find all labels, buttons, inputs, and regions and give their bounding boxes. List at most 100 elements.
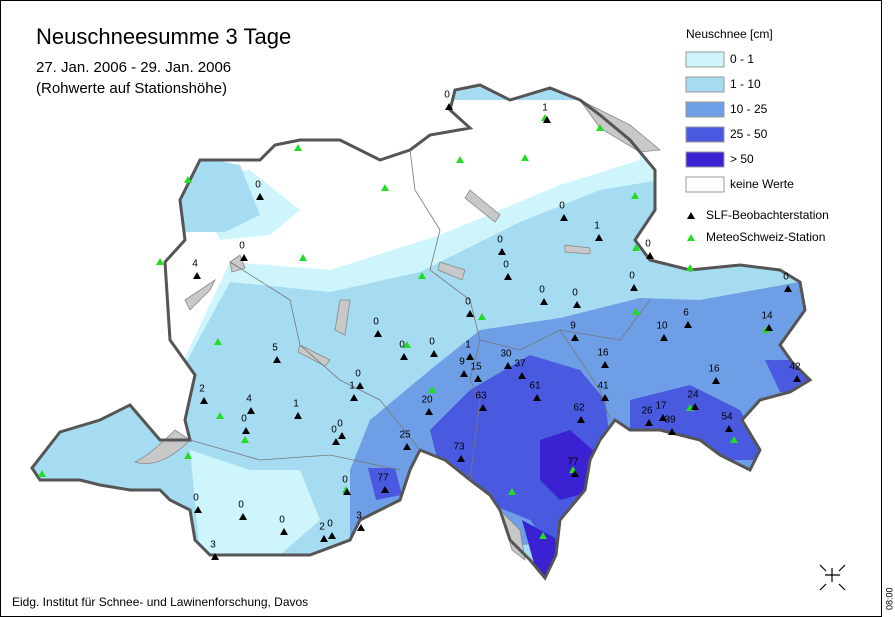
station-marker: [560, 214, 568, 221]
station-marker: [508, 488, 516, 495]
station-value: 0: [572, 288, 578, 299]
station-marker: [184, 452, 192, 459]
station-marker: [631, 192, 639, 199]
station-marker: [338, 432, 346, 439]
station-value: 1: [349, 381, 355, 392]
station-marker: [184, 176, 192, 183]
legend-label: 25 - 50: [730, 127, 768, 141]
station-marker: [573, 301, 581, 308]
station-marker: [784, 285, 792, 292]
station-value: 0: [355, 369, 361, 380]
station-marker: [400, 353, 408, 360]
station-value: 0: [539, 285, 545, 296]
station-value: 61: [529, 381, 541, 392]
station-marker: [712, 377, 720, 384]
station-marker: [571, 334, 579, 341]
station-marker: [645, 419, 653, 426]
station-marker: [533, 394, 541, 401]
station-marker: [595, 234, 603, 241]
station-value: 0: [255, 180, 261, 191]
station-marker: [357, 524, 365, 531]
station-value: 30: [500, 349, 512, 360]
station-marker: [211, 553, 219, 560]
station-value: 39: [664, 415, 676, 426]
country-outline: [30, 83, 813, 581]
station-value: 3: [210, 540, 216, 551]
station-value: 3: [356, 511, 362, 522]
legend-label: 10 - 25: [730, 102, 768, 116]
station-marker: [294, 412, 302, 419]
legend-label: MeteoSchweiz-Station: [706, 230, 825, 244]
station-marker: [425, 408, 433, 415]
station-marker: [247, 407, 255, 414]
station-marker: [659, 414, 667, 421]
legend-swatch: [685, 126, 725, 143]
station-marker: [280, 528, 288, 535]
station-marker: [793, 375, 801, 382]
station-value: 1: [465, 340, 471, 351]
snow-zone: [150, 100, 640, 400]
station-marker: [540, 298, 548, 305]
map-title: Neuschneesumme 3 Tage: [36, 24, 291, 49]
station-value: 62: [573, 403, 585, 414]
station-marker: [428, 386, 436, 393]
station-marker: [456, 156, 464, 163]
station-marker: [632, 308, 640, 315]
station-marker: [457, 455, 465, 462]
station-marker: [687, 212, 695, 219]
station-marker: [460, 370, 468, 377]
legend-swatch: [685, 76, 725, 93]
legend-swatch: [685, 176, 725, 193]
station-marker: [730, 436, 738, 443]
station-value: 2: [319, 522, 325, 533]
timestamp: 08:00: [884, 587, 894, 610]
station-value: 20: [421, 395, 433, 406]
station-marker: [630, 284, 638, 291]
station-marker: [543, 116, 551, 123]
station-value: 0: [327, 519, 333, 530]
station-marker: [632, 244, 640, 251]
station-value: 0: [238, 500, 244, 511]
station-value: 0: [497, 235, 503, 246]
station-value: 2: [199, 384, 205, 395]
station-value: 0: [239, 241, 245, 252]
station-value: 0: [559, 201, 565, 212]
station-value: 1: [594, 221, 600, 232]
station-marker: [684, 321, 692, 328]
subtitle: (Rohwerte auf Stationshöhe): [36, 80, 227, 97]
station-marker: [765, 324, 773, 331]
station-value: 1: [293, 399, 299, 410]
station-value: 73: [453, 442, 465, 453]
station-marker: [200, 397, 208, 404]
station-marker: [343, 488, 351, 495]
station-marker: [601, 394, 609, 401]
legend-swatch: [685, 101, 725, 118]
station-marker: [691, 403, 699, 410]
legend: 0 - 1 1 - 10 10 - 25 25 - 50 > 50 keine Werte…: [685, 51, 829, 244]
station-marker: [687, 234, 695, 241]
legend-label: 1 - 10: [730, 77, 761, 91]
station-marker: [474, 375, 482, 382]
station-marker: [38, 470, 46, 477]
station-marker: [430, 350, 438, 357]
station-marker: [216, 412, 224, 419]
station-marker: [256, 193, 264, 200]
legend-title: Neuschnee [cm]: [686, 27, 773, 41]
snow-zone: [540, 430, 595, 500]
station-marker: [521, 154, 529, 161]
station-value: 0: [373, 317, 379, 328]
station-value: 16: [597, 348, 609, 359]
station-marker: [374, 330, 382, 337]
station-value: 0: [279, 515, 285, 526]
station-value: 37: [514, 359, 526, 370]
station-marker: [350, 394, 358, 401]
station-value: 0: [503, 260, 509, 271]
station-marker: [239, 513, 247, 520]
station-value: 4: [192, 259, 198, 270]
station-value: 0: [444, 90, 450, 101]
legend-swatch: [685, 51, 725, 68]
station-marker: [601, 361, 609, 368]
station-marker: [356, 382, 364, 389]
